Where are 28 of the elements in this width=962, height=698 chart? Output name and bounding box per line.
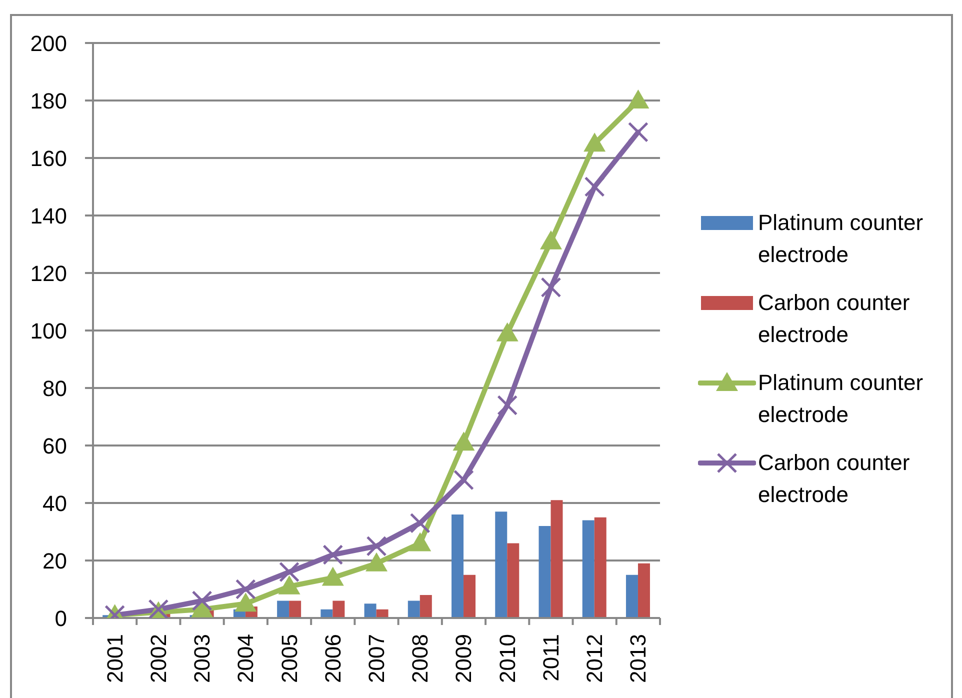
x-tick-label: 2006 [320,634,346,683]
y-tick-label: 140 [30,203,67,228]
x-tick-label: 2009 [451,634,476,683]
legend-label: Platinum counter electrode [758,369,924,429]
x-tick-label: 2001 [102,634,128,683]
x-tick-label: 2013 [626,634,651,683]
x-tick-label: 2010 [494,634,520,683]
legend-label: Carbon counter electrode [758,289,911,349]
x-tick-label: 2011 [538,634,564,682]
y-tick-label: 0 [54,606,67,631]
y-tick-label: 80 [42,376,67,401]
x-tick-label: 2004 [233,634,258,683]
y-tick-label: 20 [42,548,67,574]
x-tick-label: 2003 [190,634,215,683]
x-tick-label: 2005 [276,634,302,683]
legend-label: Carbon counter electrode [758,449,911,509]
y-tick-label: 40 [42,490,67,516]
y-tick-label: 100 [30,318,67,344]
y-tick-label: 120 [30,260,67,286]
y-tick-label: 180 [30,88,67,114]
y-tick-label: 160 [30,146,67,171]
legend-label: Platinum counter electrode [758,209,924,269]
x-tick-label: 2002 [146,634,171,683]
x-tick-label: 2008 [408,634,433,683]
x-tick-label: 2007 [364,634,389,683]
y-tick-label: 60 [42,433,67,458]
y-tick-label: 200 [30,30,67,56]
x-tick-label: 2012 [582,634,608,683]
